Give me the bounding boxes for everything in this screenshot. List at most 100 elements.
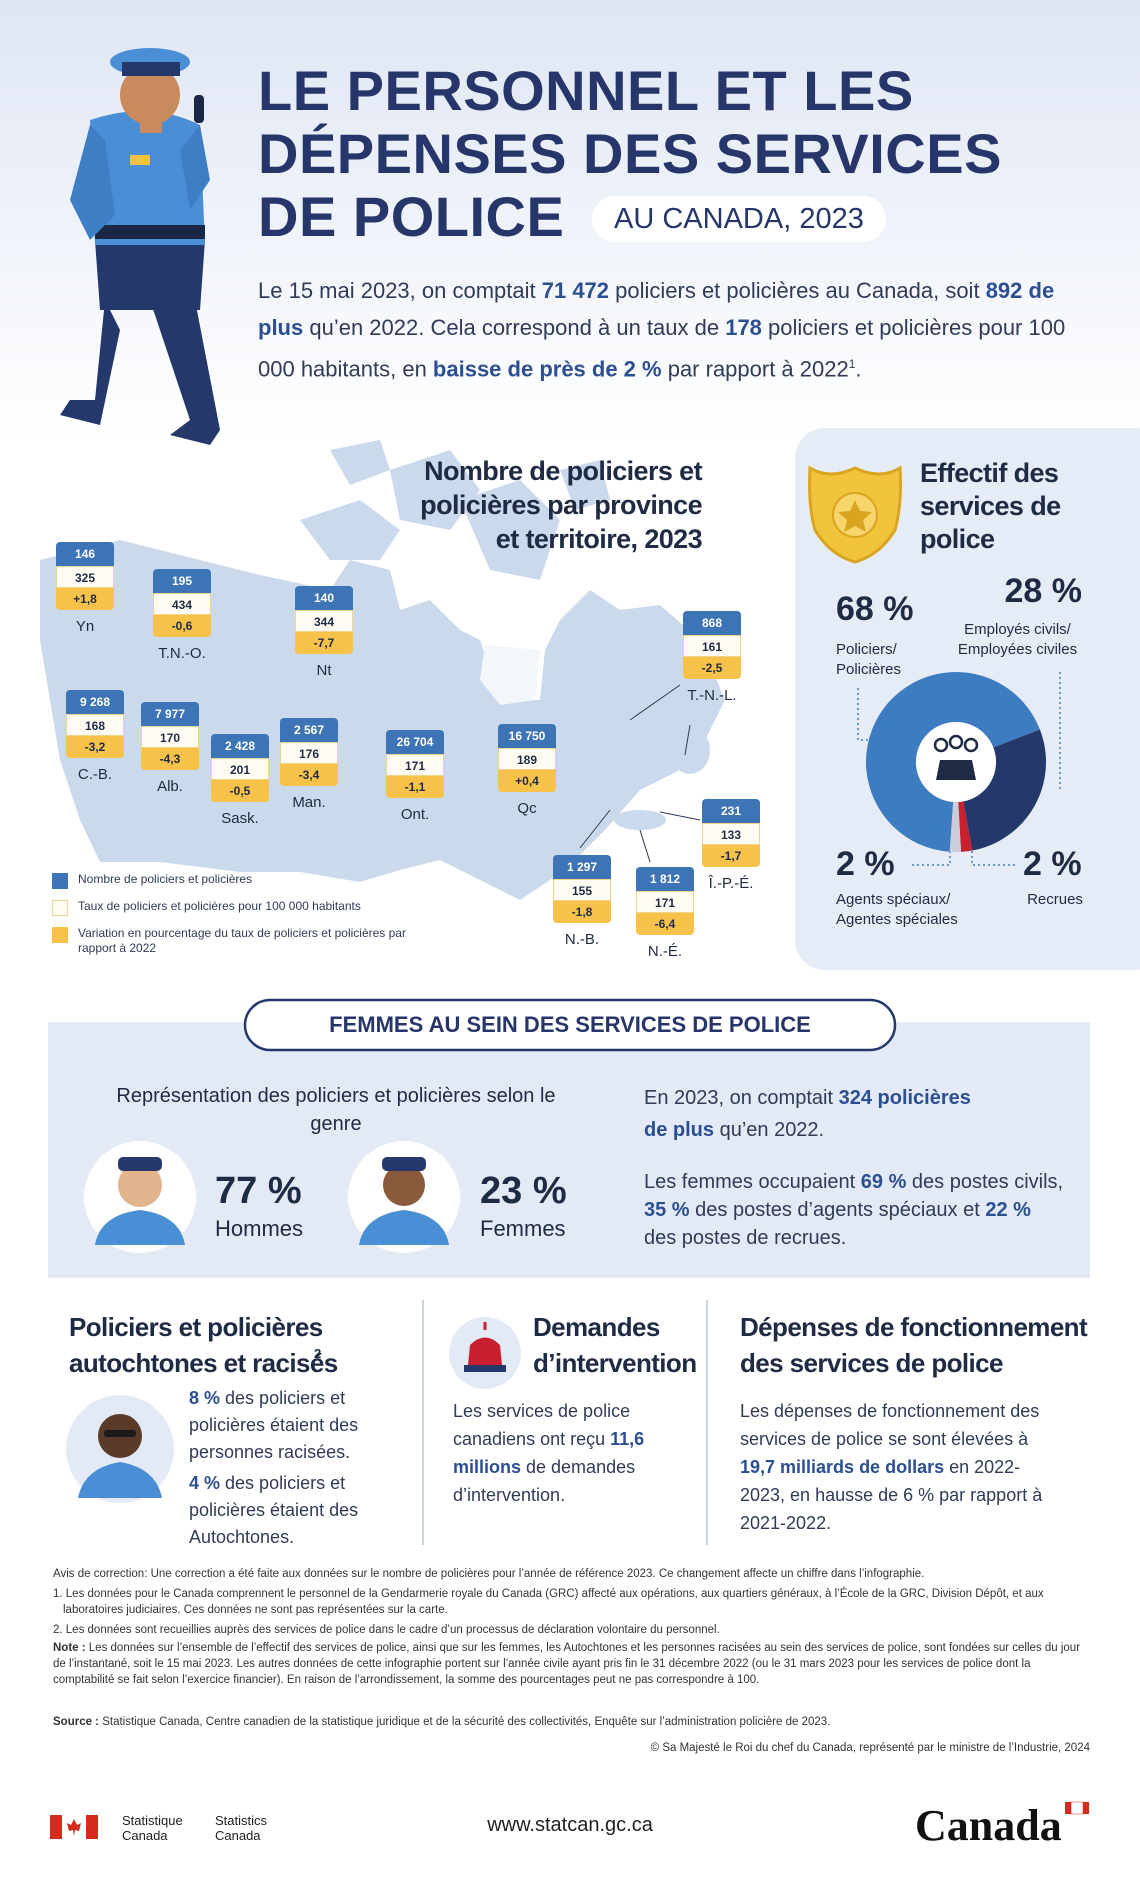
women-paragraph: Les femmes occupaient 69 % des postes ci… xyxy=(644,1168,1064,1252)
label-line: Policières xyxy=(836,661,902,678)
label-line: Agentes spéciales xyxy=(836,911,958,928)
column-title: d’intervention xyxy=(533,1348,697,1378)
region-name: C.-B. xyxy=(77,766,113,783)
region-change: -3,4 xyxy=(280,764,338,786)
agency-name: Canada xyxy=(122,1828,168,1843)
column-title: Dépenses de fonctionnement xyxy=(740,1312,1088,1342)
column-title: autochtones et racisés xyxy=(69,1348,338,1378)
map-title: et territoire, 2023 xyxy=(495,524,703,554)
region-callout: 146 325 +1,8 Yn xyxy=(56,542,114,635)
spending-text: Les dépenses de fonctionnement des servi… xyxy=(740,1397,1050,1537)
column-title: des services de police xyxy=(740,1348,1003,1378)
label-line: Employées civiles xyxy=(957,641,1078,658)
map-title: Nombre de policiers et xyxy=(424,456,702,486)
region-name: T.N.-O. xyxy=(158,645,206,662)
region-rate: 344 xyxy=(295,610,353,632)
region-name: Alb. xyxy=(157,778,183,795)
leader-lines xyxy=(579,684,701,863)
text-run: qu’en 2022. xyxy=(714,1119,825,1141)
legend-label: Taux de policiers et policières pour 100… xyxy=(78,899,361,913)
region-rate: 171 xyxy=(386,754,444,776)
indigenous-item: 4 % des policiers et policières étaient … xyxy=(189,1470,394,1551)
donut-leaders xyxy=(857,672,1061,866)
text-run: des postes d’agents spéciaux et xyxy=(689,1199,986,1221)
text-run: des postes de recrues. xyxy=(644,1227,847,1249)
map-title: policières par province xyxy=(420,490,702,520)
panel-title: Effectif des xyxy=(920,458,1059,488)
note: Note : Les données sur l’ensemble de l’e… xyxy=(53,1640,1087,1688)
region-rate: 176 xyxy=(280,742,338,764)
region-name: Sask. xyxy=(221,810,259,827)
region-count: 1 812 xyxy=(636,867,694,891)
region-callout: 2 567 176 -3,4 Man. xyxy=(280,718,338,811)
region-callout: 231 133 -1,7 Î.-P.-É. xyxy=(702,799,760,892)
text-run: de demandes d’intervention. xyxy=(453,1457,636,1505)
bold-run: 4 % xyxy=(189,1473,221,1493)
region-name: T.-N.-L. xyxy=(687,687,737,704)
text-run: Les femmes occupaient xyxy=(644,1171,861,1193)
badge-icon xyxy=(808,465,902,564)
region-callout: 195 434 -0,6 T.N.-O. xyxy=(153,569,211,662)
region-rate: 133 xyxy=(702,823,760,845)
region-change: -6,4 xyxy=(636,913,694,935)
indigenous-item: 8 % des policiers et policières étaient … xyxy=(189,1385,394,1466)
police-illustration xyxy=(60,48,220,445)
text-run: des postes civils, xyxy=(906,1171,1064,1193)
segment-label: Recrues xyxy=(1015,890,1095,910)
legend-swatch xyxy=(52,927,68,943)
region-change: -1,8 xyxy=(553,901,611,923)
bold-run: 892 de plus xyxy=(258,278,1055,340)
text-run: par rapport à 2022 xyxy=(661,356,849,382)
donut-segment xyxy=(949,801,962,852)
woman-icon xyxy=(348,1141,460,1253)
region-change: -0,6 xyxy=(153,615,211,637)
intro: Le 15 mai 2023, on comptait 71 472 polic… xyxy=(258,272,1098,387)
region-name: Î.-P.-É. xyxy=(708,875,754,892)
region-change: -2,5 xyxy=(683,657,741,679)
bold-run: 22 % xyxy=(985,1199,1031,1221)
bold-run: 178 xyxy=(725,315,762,340)
footnote-marker: 1 xyxy=(848,357,856,371)
footnote: 1. Les données pour le Canada comprennen… xyxy=(53,1588,1044,1616)
region-callout: 868 161 -2,5 T.-N.-L. xyxy=(683,611,741,704)
copyright: © Sa Majesté le Roi du chef du Canada, r… xyxy=(650,1742,1090,1754)
source-label: Source : xyxy=(53,1716,100,1728)
region-callout: 140 344 -7,7 Nt xyxy=(295,586,353,679)
text-run: Les services de police canadiens ont reç… xyxy=(453,1401,631,1449)
women-paragraph: En 2023, on comptait 324 policières de p… xyxy=(644,1082,974,1146)
man-icon xyxy=(84,1141,196,1253)
bold-run: 69 % xyxy=(860,1171,907,1193)
bold-run: 71 472 xyxy=(541,278,610,303)
gender-title: Représentation des policiers et policièr… xyxy=(116,1085,556,1135)
text-run: . xyxy=(855,356,862,382)
correction: Avis de correction: Une correction a été… xyxy=(53,1568,925,1580)
segment-label: Employés civils/Employées civiles xyxy=(950,620,1085,660)
label-line: Agents spéciaux/ xyxy=(836,891,951,908)
region-count: 2 428 xyxy=(211,734,269,758)
calls-text: Les services de police canadiens ont reç… xyxy=(453,1397,688,1509)
column-title: Policiers et policières xyxy=(69,1312,323,1342)
canada-map xyxy=(40,440,725,900)
women-heading-pill xyxy=(243,998,897,1052)
title-line: DÉPENSES DES SERVICES xyxy=(258,122,1002,185)
region-name: Nt xyxy=(316,662,332,679)
text-run: des policiers et policières étaient des … xyxy=(189,1473,359,1547)
region-change: -7,7 xyxy=(295,632,353,654)
region-callout: 26 704 171 -1,1 Ont. xyxy=(386,730,444,823)
canada-flag xyxy=(50,1815,98,1839)
footnote: 2. Les données sont recueillies auprès d… xyxy=(53,1624,720,1636)
region-count: 195 xyxy=(153,569,211,593)
segment-value: 68 % xyxy=(836,590,914,628)
bold-run: 19,7 milliards de dollars xyxy=(740,1457,945,1477)
legend-label: Nombre de policiers et policières xyxy=(78,872,253,886)
section-heading: FEMMES AU SEIN DES SERVICES DE POLICE xyxy=(329,1012,811,1037)
title-line: DE POLICE xyxy=(258,185,565,248)
region-callout: 1 812 171 -6,4 N.-É. xyxy=(636,867,694,960)
region-callout: 9 268 168 -3,2 C.-B. xyxy=(66,690,124,783)
footnote-marker: 2 xyxy=(314,1346,322,1361)
gender-label: Hommes xyxy=(215,1216,304,1241)
region-change: -3,2 xyxy=(66,736,124,758)
region-rate: 189 xyxy=(498,748,556,770)
